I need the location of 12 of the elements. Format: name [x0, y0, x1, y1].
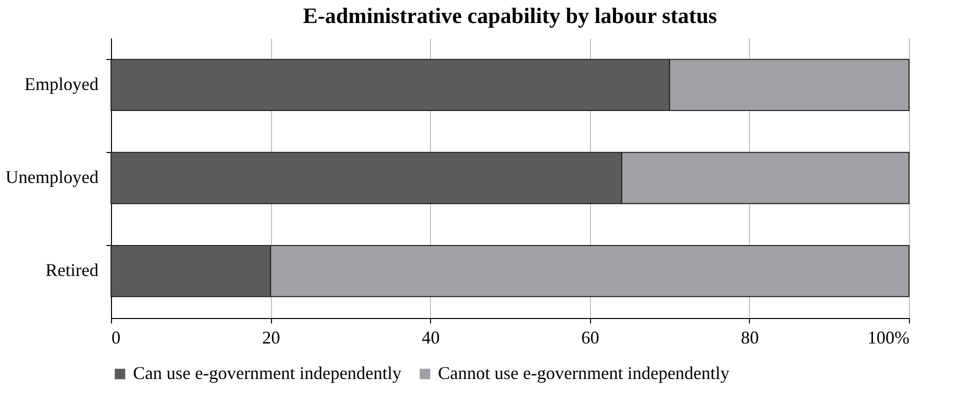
legend-label: Can use e-government independently: [133, 363, 402, 383]
x-tick-label: 20: [262, 328, 280, 348]
chart-title: E-administrative capability by labour status: [303, 3, 718, 28]
y-tick-label: Unemployed: [6, 167, 98, 187]
x-tick-label: 0: [112, 328, 120, 348]
x-tick-label: 80: [740, 328, 759, 348]
legend-label: Cannot use e-government independently: [438, 363, 730, 383]
x-tick-label: 100%: [868, 328, 910, 348]
y-tick-label: Employed: [24, 74, 98, 94]
y-tick-label: Retired: [46, 260, 98, 280]
x-tick-label: 40: [422, 328, 440, 348]
x-tick-label: 60: [581, 328, 600, 348]
